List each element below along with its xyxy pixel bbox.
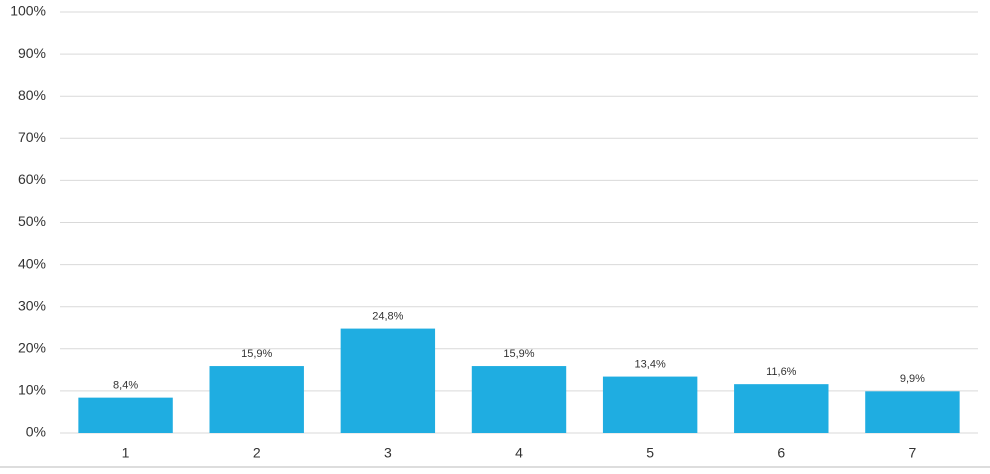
x-tick-label: 6 bbox=[777, 445, 785, 461]
x-tick-label: 3 bbox=[384, 445, 392, 461]
value-label: 8,4% bbox=[113, 380, 138, 392]
y-tick-label: 70% bbox=[18, 129, 46, 145]
value-label: 24,8% bbox=[372, 310, 403, 322]
bar bbox=[602, 376, 698, 433]
value-label: 11,6% bbox=[766, 366, 797, 378]
y-tick-label: 100% bbox=[10, 3, 46, 19]
x-tick-label: 2 bbox=[253, 445, 261, 461]
y-tick-label: 60% bbox=[18, 171, 46, 187]
value-label: 9,9% bbox=[900, 373, 925, 385]
bar bbox=[78, 397, 173, 433]
value-label: 13,4% bbox=[635, 358, 666, 370]
x-tick-label: 4 bbox=[515, 445, 523, 461]
bar bbox=[471, 366, 567, 433]
y-tick-label: 0% bbox=[26, 424, 46, 440]
y-tick-label: 40% bbox=[18, 255, 46, 271]
value-label: 15,9% bbox=[241, 348, 272, 360]
y-tick-label: 90% bbox=[18, 45, 46, 61]
x-tick-label: 7 bbox=[909, 445, 917, 461]
y-tick-label: 10% bbox=[18, 382, 46, 398]
y-tick-label: 20% bbox=[18, 340, 46, 356]
x-tick-label: 1 bbox=[122, 445, 130, 461]
y-tick-label: 80% bbox=[18, 87, 46, 103]
x-tick-label: 5 bbox=[646, 445, 654, 461]
bar bbox=[734, 384, 829, 433]
y-tick-label: 30% bbox=[18, 297, 46, 313]
bar bbox=[865, 391, 960, 433]
bar bbox=[340, 328, 436, 433]
value-label: 15,9% bbox=[503, 348, 534, 360]
y-tick-label: 50% bbox=[18, 213, 46, 229]
bar bbox=[209, 366, 304, 433]
